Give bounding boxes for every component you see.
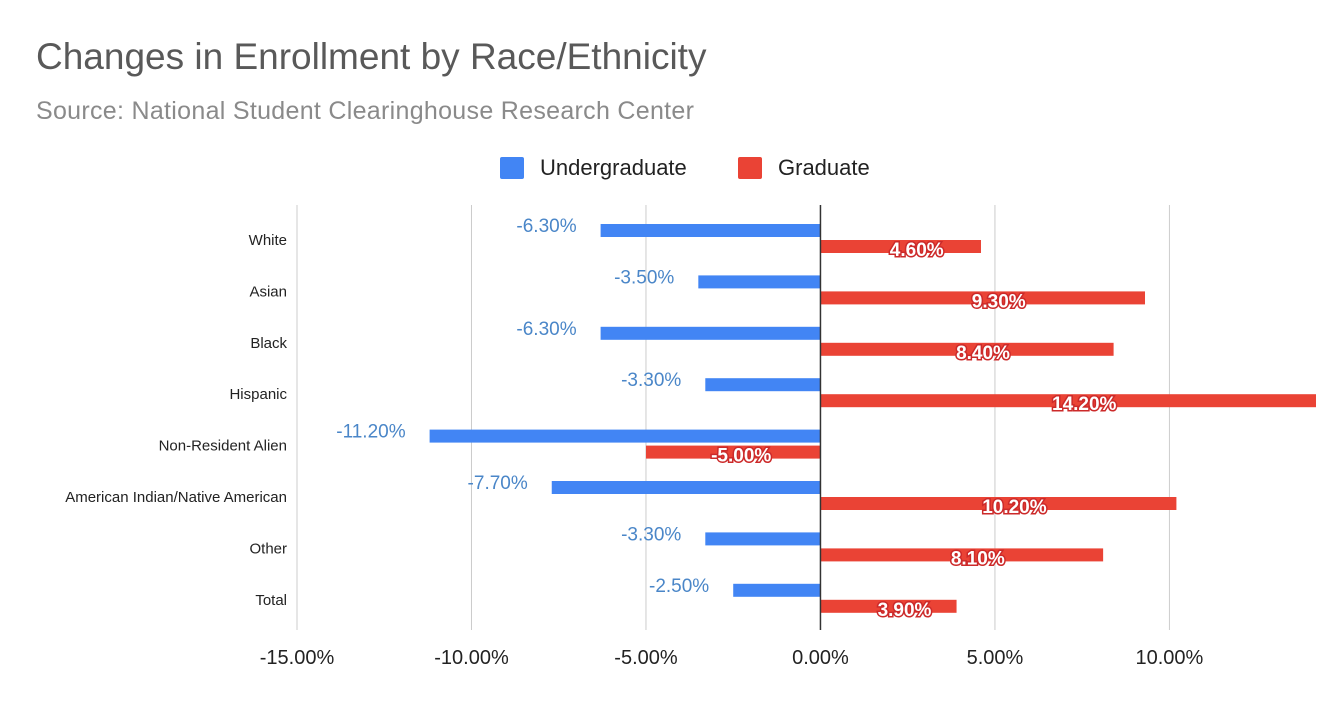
data-label-undergraduate: -6.30% (516, 319, 576, 340)
data-label-undergraduate: -3.30% (621, 524, 681, 545)
category-label: Total (255, 592, 287, 609)
bar-graduate (820, 240, 981, 253)
data-label-graduate: -5.00% (711, 446, 771, 467)
category-labels: White Asian Black Hispanic Non-Resident Alie… (65, 232, 287, 609)
bar-undergraduate (733, 583, 821, 597)
x-tick-label: 10.00% (1136, 647, 1204, 669)
bars (429, 224, 1316, 613)
bar-undergraduate (600, 326, 821, 340)
category-label: Asian (249, 283, 287, 300)
legend-label: Graduate (778, 155, 870, 180)
x-tick-label: -10.00% (434, 647, 509, 669)
data-label-graduate: 8.40% (956, 343, 1010, 364)
data-label-graduate: 14.20% (1052, 394, 1117, 415)
bar-undergraduate (705, 378, 821, 392)
data-label-undergraduate: -6.30% (516, 216, 576, 237)
legend-label: Undergraduate (540, 155, 687, 180)
bar-undergraduate (600, 224, 821, 237)
bar-graduate (820, 394, 1316, 408)
legend: Undergraduate Graduate (500, 155, 870, 180)
x-tick-label: 0.00% (792, 647, 849, 669)
data-label-undergraduate: -3.50% (614, 267, 674, 288)
bar-undergraduate (705, 532, 821, 546)
x-tick-label: -5.00% (614, 647, 678, 669)
category-label: Other (249, 540, 287, 557)
bar-graduate (820, 291, 1146, 305)
chart-subtitle: Source: National Student Clearinghouse R… (36, 97, 695, 125)
category-label: American Indian/Native American (65, 489, 287, 506)
data-label-undergraduate: -3.30% (621, 370, 681, 391)
x-tick-label: 5.00% (967, 647, 1024, 669)
bar-graduate (820, 548, 1104, 562)
data-labels: -6.30% 4.60% -3.50% 9.30% -6.30% 8.40% -3.30% 1… (336, 216, 1118, 622)
bar-undergraduate (551, 481, 821, 494)
legend-swatch (500, 157, 524, 179)
data-label-graduate: 10.20% (982, 497, 1047, 518)
data-label-undergraduate: -2.50% (649, 576, 709, 597)
category-label: Non-Resident Alien (159, 438, 287, 455)
legend-swatch (738, 157, 762, 179)
gridlines (296, 205, 1170, 630)
chart-title: Changes in Enrollment by Race/Ethnicity (36, 36, 707, 77)
category-label: White (249, 232, 287, 249)
data-label-undergraduate: -11.20% (336, 422, 405, 443)
bar-graduate (820, 342, 1114, 356)
data-label-graduate: 4.60% (890, 240, 944, 261)
bar-undergraduate (698, 275, 821, 289)
data-label-undergraduate: -7.70% (468, 473, 528, 494)
data-label-graduate: 3.90% (878, 600, 932, 621)
bar-graduate (820, 599, 957, 613)
x-tick-labels: -15.00% -10.00% -5.00% 0.00% 5.00% 10.00% (260, 647, 1204, 669)
data-label-graduate: 9.30% (972, 291, 1026, 312)
bar-undergraduate (429, 429, 821, 443)
category-label: Black (250, 335, 287, 352)
bar-graduate (645, 445, 821, 459)
data-label-graduate: 8.10% (951, 548, 1005, 569)
x-tick-label: -15.00% (260, 647, 335, 669)
category-label: Hispanic (229, 386, 287, 403)
bar-graduate (820, 497, 1177, 510)
